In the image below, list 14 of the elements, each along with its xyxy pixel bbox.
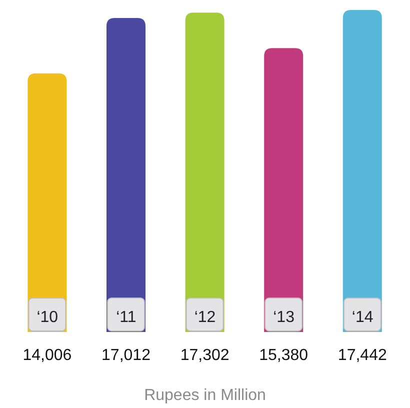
bar: [185, 12, 224, 332]
bar: [342, 10, 382, 332]
data-label: 17,012: [102, 347, 151, 364]
data-label: 17,302: [180, 347, 230, 364]
x-tick-label: ‘11: [116, 309, 136, 326]
x-tick-label: ‘10: [36, 309, 58, 326]
x-tick-label: ‘13: [273, 309, 295, 326]
data-label: 14,006: [22, 347, 72, 364]
x-tick-label: ‘14: [352, 309, 374, 326]
data-label: 17,442: [338, 347, 387, 364]
x-tick-label: ‘12: [194, 309, 216, 326]
bar: [106, 18, 146, 332]
x-axis-title: Rupees in Million: [144, 387, 266, 404]
data-label: 15,380: [259, 347, 308, 364]
